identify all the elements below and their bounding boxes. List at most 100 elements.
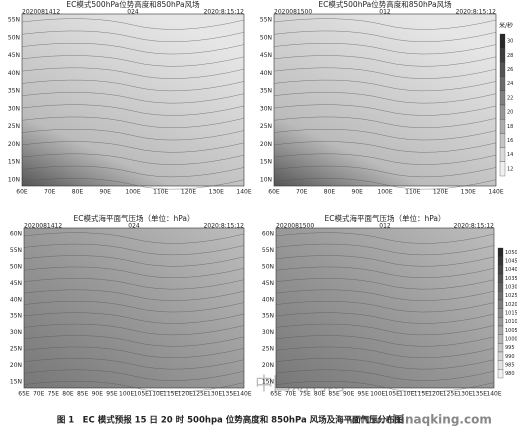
colorbar-unit: 米/秒 <box>499 22 513 30</box>
contour <box>21 153 245 165</box>
contour <box>273 129 497 141</box>
colorbar-label: 1045 <box>505 259 517 265</box>
y-tick-label: 20N <box>8 141 20 148</box>
contour <box>23 335 245 347</box>
contour <box>275 369 495 381</box>
y-tick-label: 25N <box>10 346 22 353</box>
contour <box>273 55 497 67</box>
x-tick-label: 95E <box>357 391 369 398</box>
y-tick-label: 50N <box>10 263 22 270</box>
x-tick-label: 140E <box>486 391 501 398</box>
map <box>275 227 495 389</box>
y-tick-label: 55N <box>262 247 274 254</box>
contour <box>21 104 245 116</box>
y-tick-label: 20N <box>10 362 22 369</box>
x-tick-label: 140E <box>236 391 251 398</box>
y-tick-label: 40N <box>260 70 272 77</box>
x-tick-label: 100E <box>125 189 140 196</box>
y-tick-label: 20N <box>260 141 272 148</box>
colorbar-swatch <box>497 247 504 257</box>
colorbar-label: 28 <box>507 53 513 59</box>
contour <box>273 178 497 190</box>
y-tick-label: 55N <box>260 17 272 24</box>
y-tick-label: 15N <box>10 379 22 386</box>
map <box>23 227 245 389</box>
contour <box>21 178 245 190</box>
x-tick-label: 80E <box>62 391 74 398</box>
x-tick-label: 90E <box>352 189 364 196</box>
x-tick-label: 120E <box>433 189 448 196</box>
contour <box>23 232 245 244</box>
x-tick-label: 140E <box>236 189 251 196</box>
x-tick-label: 65E <box>18 391 30 398</box>
contour <box>275 323 495 336</box>
valid-time: 2020:8:15:12 <box>456 9 497 16</box>
y-tick-label: 45N <box>262 280 274 287</box>
contour <box>275 266 495 278</box>
colorbar-label: 1040 <box>505 267 517 273</box>
colorbar-label: 1030 <box>505 285 517 291</box>
colorbar-swatch <box>499 62 506 77</box>
x-tick-label: 80E <box>314 391 326 398</box>
colorbar-label: 20 <box>507 110 513 116</box>
contour <box>23 255 245 267</box>
run-time: 2020081412 <box>22 9 60 16</box>
colorbar-label: 1050 <box>505 250 517 256</box>
colorbar-label: 14 <box>507 152 513 158</box>
colorbar-label: 12 <box>507 166 513 172</box>
contour <box>275 289 495 301</box>
panel-title: EC模式500hPa位势高度和850hPa风场 <box>318 0 452 9</box>
x-tick-label: 60E <box>268 189 280 196</box>
contour <box>275 358 495 370</box>
map <box>273 13 497 187</box>
x-tick-label: 85E <box>77 391 89 398</box>
colorbar-swatch <box>499 161 506 177</box>
y-tick-label: 15N <box>260 159 272 166</box>
colorbar-label: 1000 <box>505 337 517 343</box>
run-time: 2020081412 <box>24 223 62 230</box>
contour <box>275 381 495 393</box>
colorbar-label: 22 <box>507 95 513 101</box>
contour <box>273 92 497 104</box>
x-tick-label: 70E <box>285 391 297 398</box>
contour <box>21 129 245 141</box>
x-tick-label: 135E <box>222 391 237 398</box>
contour <box>273 153 497 165</box>
colorbar-swatch <box>497 325 504 335</box>
y-tick-label: 10N <box>8 177 20 184</box>
colorbar-swatch <box>499 147 506 162</box>
contour <box>275 301 495 313</box>
y-tick-label: 55N <box>10 247 22 254</box>
map <box>21 13 245 187</box>
x-tick-label: 65E <box>270 391 282 398</box>
contour <box>275 346 495 358</box>
colorbar-swatch <box>497 360 504 370</box>
colorbar-label: 1020 <box>505 302 517 308</box>
x-tick-label: 140E <box>488 189 503 196</box>
contour <box>275 232 495 244</box>
watermark-url: www.chinaqking.com <box>348 413 492 427</box>
y-tick-label: 35N <box>10 313 22 320</box>
colorbar-label: 990 <box>505 354 515 360</box>
x-tick-label: 125E <box>443 391 458 398</box>
x-tick-label: 110E <box>405 189 420 196</box>
y-tick-label: 10N <box>260 177 272 184</box>
colorbar-label: 1005 <box>505 328 517 334</box>
y-tick-label: 60N <box>262 231 274 238</box>
y-tick-label: 45N <box>8 52 20 59</box>
colorbar-label: 1035 <box>505 276 517 282</box>
contour <box>21 18 245 30</box>
colorbar-label: 1025 <box>505 293 517 299</box>
colorbar-label: 985 <box>505 363 515 369</box>
x-tick-label: 100E <box>370 391 385 398</box>
y-tick-label: 35N <box>260 88 272 95</box>
run-time: 2020081500 <box>274 9 312 16</box>
contour <box>23 346 245 358</box>
contour <box>23 301 245 313</box>
contour <box>273 18 497 30</box>
contour <box>23 369 245 381</box>
colorbar-label: 30 <box>507 39 513 45</box>
colorbar-label: 1010 <box>505 319 517 325</box>
x-tick-label: 120E <box>181 189 196 196</box>
contour <box>21 79 245 92</box>
